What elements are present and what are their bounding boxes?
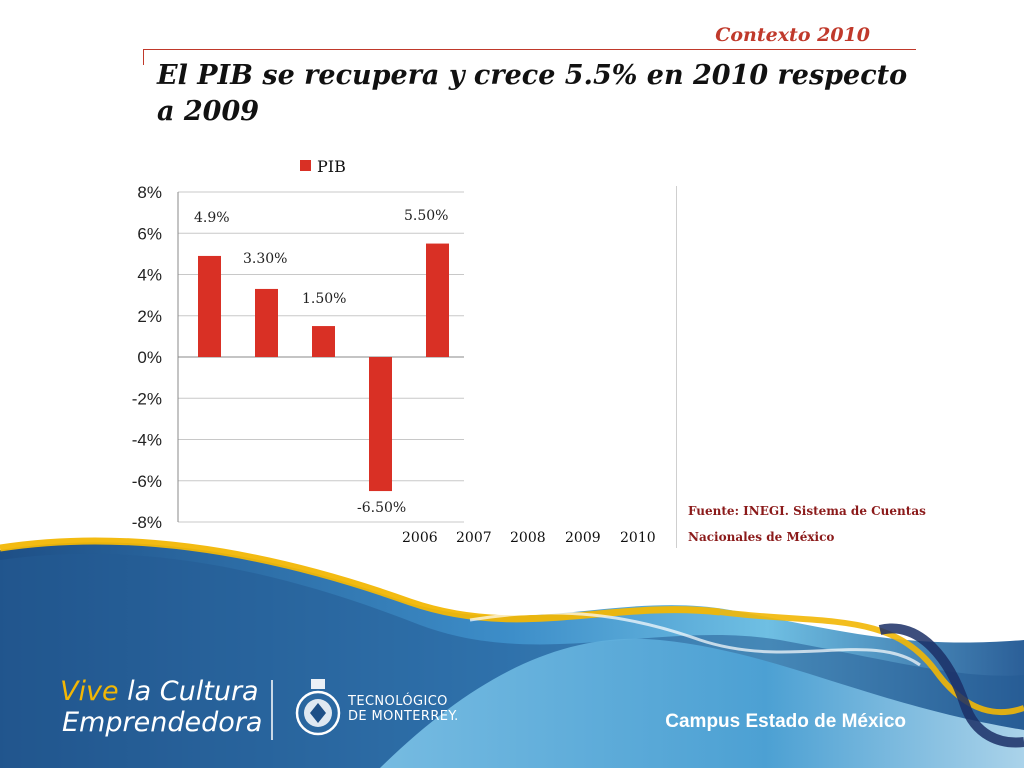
y-tick-label: -4% xyxy=(132,431,162,450)
x-tick-label: 2010 xyxy=(620,530,656,546)
y-tick-label: 2% xyxy=(137,307,162,326)
data-label-2010: 5.50% xyxy=(404,208,448,224)
header-rule xyxy=(143,49,916,50)
data-label-2009: -6.50% xyxy=(357,500,406,516)
gdp-bar-chart: 8% 6% 4% 2% 0% -2% -4% -6% -8% 4.9% 3.30% 1.50% -6.5… xyxy=(132,157,656,546)
bar-2007 xyxy=(255,288,278,357)
x-tick-label: 2006 xyxy=(402,530,438,546)
footer-wave-banner xyxy=(0,537,1024,768)
data-label-2008: 1.50% xyxy=(302,291,346,307)
bar-2006 xyxy=(198,255,221,357)
y-tick-label: 8% xyxy=(137,183,162,202)
bar-2008 xyxy=(312,326,335,357)
legend-label: PIB xyxy=(317,157,346,176)
institution-line-2: DE MONTERREY. xyxy=(348,709,459,724)
y-tick-label: -6% xyxy=(132,472,162,491)
brand-slogan-line-2: Emprendedora xyxy=(62,707,263,738)
y-tick-label: 6% xyxy=(137,224,162,243)
campus-name: Campus Estado de México xyxy=(665,711,906,732)
bar-2009 xyxy=(369,357,392,492)
source-line-1: Fuente: INEGI. Sistema de Cuentas xyxy=(688,504,926,518)
data-label-2007: 3.30% xyxy=(243,251,287,267)
source-line-2: Nacionales de México xyxy=(688,530,835,544)
x-tick-label: 2008 xyxy=(510,530,546,546)
brand-separator xyxy=(271,680,273,740)
header-rule-tick xyxy=(143,49,144,65)
section-label: Contexto 2010 xyxy=(715,24,870,46)
institution-line-1: TECNOLÓGICO xyxy=(348,694,448,709)
institution-name: TECNOLÓGICO DE MONTERREY. xyxy=(348,694,459,724)
tec-shield-logo xyxy=(295,679,341,736)
slide-title: El PIB se recupera y crece 5.5% en 2010 … xyxy=(157,60,908,127)
brand-slogan-line-1: Vive la Cultura xyxy=(60,677,259,707)
y-tick-label: -2% xyxy=(132,389,162,408)
source-note: Fuente: INEGI. Sistema de Cuentas Nacion… xyxy=(688,498,988,550)
x-tick-label: 2009 xyxy=(565,530,601,546)
brand-vive-word: Vive xyxy=(60,676,119,707)
y-tick-label: -8% xyxy=(132,513,162,532)
legend-swatch xyxy=(300,160,311,171)
y-tick-label: 0% xyxy=(137,348,162,367)
bar-2010 xyxy=(426,243,449,357)
brand-la-cultura: la Cultura xyxy=(118,676,259,707)
y-tick-label: 4% xyxy=(137,266,162,285)
data-label-2006: 4.9% xyxy=(194,210,230,226)
x-tick-label: 2007 xyxy=(456,530,492,546)
vertical-divider xyxy=(676,186,677,548)
